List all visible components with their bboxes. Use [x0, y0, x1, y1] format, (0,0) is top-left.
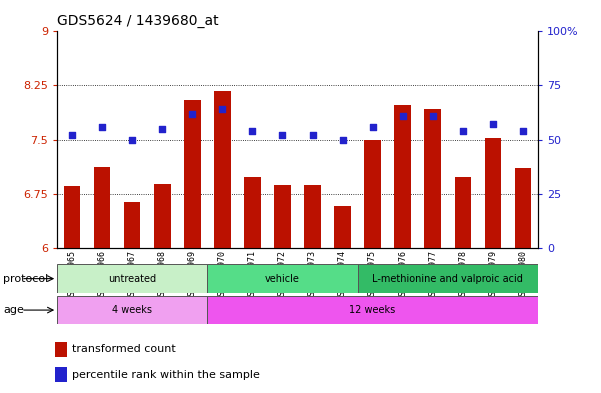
Point [157, 125, 167, 132]
Point [248, 128, 257, 134]
Text: GSM1520969: GSM1520969 [188, 250, 197, 300]
Bar [57, 264, 207, 293]
Bar [124, 202, 141, 248]
Bar [184, 100, 201, 248]
Text: transformed count: transformed count [72, 344, 176, 354]
Point [188, 110, 197, 117]
Point [398, 112, 407, 119]
Text: GSM1520974: GSM1520974 [338, 250, 347, 300]
Text: GSM1520965: GSM1520965 [68, 250, 76, 300]
Bar [64, 186, 81, 248]
Text: 12 weeks: 12 weeks [350, 305, 395, 315]
Point [458, 128, 468, 134]
Bar [454, 177, 471, 248]
Point [278, 132, 287, 138]
Bar [94, 167, 111, 248]
Point [518, 128, 528, 134]
Text: GSM1520978: GSM1520978 [459, 250, 467, 300]
Bar [334, 206, 351, 248]
Bar [394, 105, 411, 248]
Bar [274, 185, 291, 248]
Bar [364, 140, 381, 248]
Text: GSM1520977: GSM1520977 [429, 250, 437, 300]
Text: 4 weeks: 4 weeks [112, 305, 152, 315]
Text: GSM1520973: GSM1520973 [308, 250, 317, 300]
Text: GSM1520966: GSM1520966 [98, 250, 106, 300]
Bar [514, 168, 531, 248]
Bar [207, 296, 538, 324]
Text: GSM1520980: GSM1520980 [519, 250, 527, 300]
Text: GSM1520967: GSM1520967 [128, 250, 136, 300]
Point [308, 132, 317, 138]
Bar [484, 138, 501, 248]
Text: protocol: protocol [3, 274, 48, 284]
Text: GSM1520971: GSM1520971 [248, 250, 257, 300]
Point [368, 123, 377, 130]
Point [488, 121, 498, 127]
Text: untreated: untreated [108, 274, 156, 284]
Text: GSM1520972: GSM1520972 [278, 250, 287, 300]
Text: GSM1520970: GSM1520970 [218, 250, 227, 300]
Text: L-methionine and valproic acid: L-methionine and valproic acid [372, 274, 523, 284]
Bar [244, 177, 261, 248]
Bar [207, 264, 358, 293]
Bar [55, 367, 67, 382]
Point [338, 136, 347, 143]
Point [218, 106, 227, 112]
Text: GSM1520975: GSM1520975 [368, 250, 377, 300]
Bar [55, 342, 67, 357]
Point [67, 132, 77, 138]
Point [428, 112, 438, 119]
Point [127, 136, 137, 143]
Bar [57, 296, 207, 324]
Text: GSM1520979: GSM1520979 [489, 250, 497, 300]
Bar [154, 184, 171, 248]
Bar [214, 91, 231, 248]
Text: GSM1520976: GSM1520976 [398, 250, 407, 300]
Text: GDS5624 / 1439680_at: GDS5624 / 1439680_at [57, 14, 219, 28]
Text: GSM1520968: GSM1520968 [158, 250, 166, 300]
Point [97, 123, 107, 130]
Text: percentile rank within the sample: percentile rank within the sample [72, 370, 260, 380]
Bar [304, 185, 321, 248]
Bar [424, 108, 441, 248]
Bar [358, 264, 538, 293]
Text: vehicle: vehicle [265, 274, 300, 284]
Text: age: age [3, 305, 24, 315]
